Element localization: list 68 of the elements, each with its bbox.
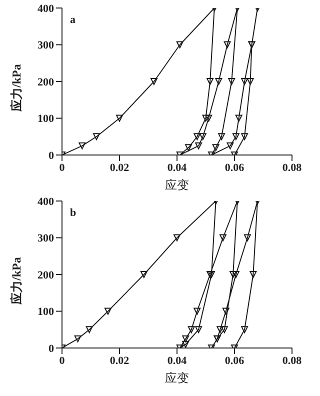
point: [86, 326, 93, 334]
x-tick-label: 0.02: [110, 354, 130, 367]
x-tick-label: 0: [59, 354, 66, 367]
y-tick-label: 100: [38, 306, 54, 318]
y-tick-label: 0: [48, 150, 54, 162]
y-tick-label: 100: [38, 113, 54, 126]
y-tick-label: 400: [38, 2, 54, 15]
x-tick-label: 0.06: [224, 162, 245, 174]
point: [194, 308, 201, 315]
x-tick-label: 0.02: [110, 162, 130, 174]
point: [250, 271, 257, 278]
point: [195, 142, 202, 150]
x-axis-title: 应变: [165, 178, 189, 192]
point: [232, 133, 240, 140]
point: [216, 326, 224, 334]
point: [222, 308, 230, 315]
point: [176, 41, 184, 48]
x-tick-label: 0.04: [167, 354, 188, 367]
y-axis-title: 应力/kPa: [9, 257, 24, 306]
point: [93, 133, 100, 140]
point: [174, 234, 180, 242]
point: [104, 308, 112, 315]
annotation: b: [70, 207, 76, 219]
point: [220, 326, 228, 334]
point: [150, 78, 158, 85]
point: [182, 340, 190, 348]
point: [194, 133, 201, 140]
point: [185, 144, 192, 152]
x-tick-label: 0.06: [224, 354, 245, 367]
point: [215, 78, 222, 85]
point: [182, 335, 190, 342]
point: [224, 41, 231, 48]
point: [235, 114, 242, 122]
x-tick-label: 0: [59, 162, 66, 174]
x-tick-label: 0.08: [282, 354, 302, 367]
x-tick-label: 0.04: [167, 162, 188, 174]
point: [218, 133, 226, 140]
annotation: a: [70, 14, 76, 26]
point: [199, 133, 206, 140]
point: [241, 78, 248, 85]
point: [244, 234, 251, 242]
point: [226, 142, 234, 150]
point: [188, 326, 195, 334]
point: [228, 78, 236, 85]
point: [116, 114, 123, 122]
y-tick-label: 300: [38, 232, 54, 245]
y-axis-title: 应力/kPa: [9, 64, 24, 112]
point: [241, 133, 248, 140]
x-axis-title: 应变: [165, 371, 189, 385]
point: [246, 78, 254, 85]
y-tick-label: 400: [38, 196, 54, 208]
point: [230, 271, 237, 278]
point: [232, 271, 240, 278]
x-tick-label: 0.08: [282, 162, 302, 174]
y-tick-label: 200: [38, 269, 54, 282]
y-tick-label: 300: [38, 40, 54, 52]
point: [241, 326, 248, 334]
point: [140, 271, 148, 278]
point: [195, 326, 202, 334]
point: [74, 335, 82, 342]
point: [202, 114, 210, 122]
y-tick-label: 0: [48, 342, 54, 355]
point: [212, 144, 220, 152]
y-tick-label: 200: [38, 76, 54, 88]
point: [206, 78, 214, 85]
point: [205, 114, 212, 122]
point: [220, 234, 226, 242]
point: [78, 142, 86, 150]
